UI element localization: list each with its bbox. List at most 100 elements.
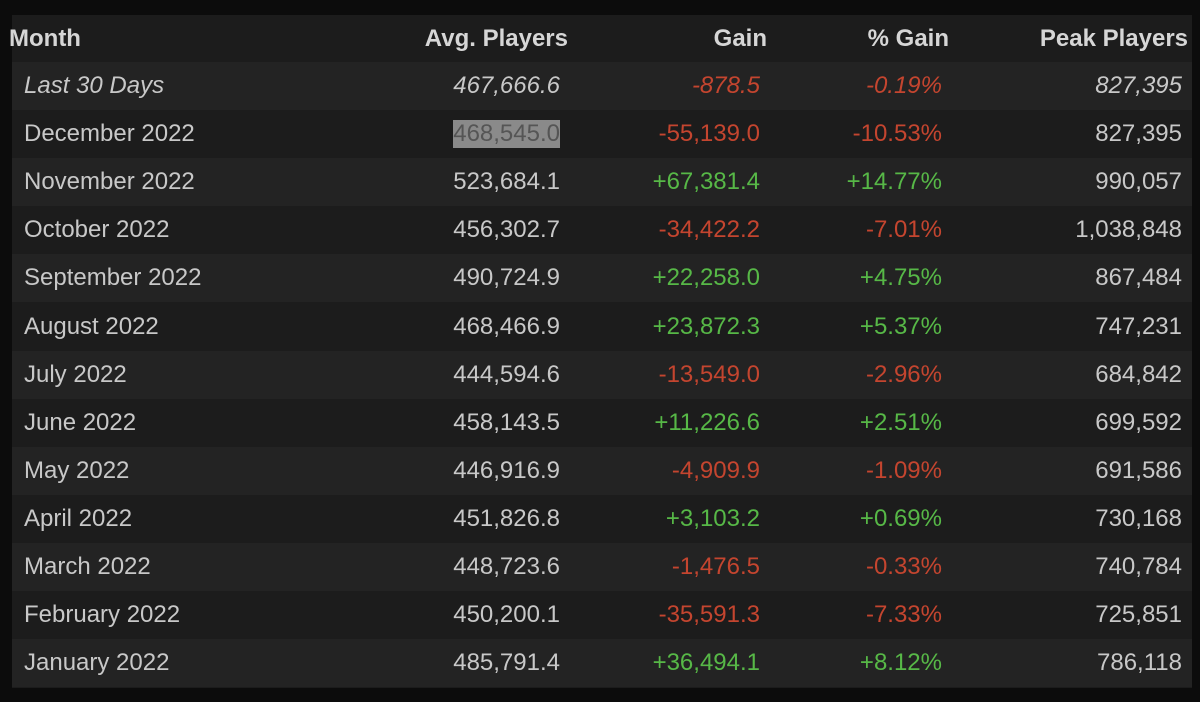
table-cell: May 2022 xyxy=(24,447,324,495)
cell-text: +2.51% xyxy=(859,408,942,436)
table-cell: +14.77% xyxy=(760,158,942,206)
table-cell: 786,118 xyxy=(942,639,1182,687)
table-cell: August 2022 xyxy=(24,303,324,351)
table-cell: -35,591.3 xyxy=(560,591,760,639)
table-cell: 699,592 xyxy=(942,399,1182,447)
cell-text: -1,476.5 xyxy=(671,553,760,581)
cell-text: 444,594.6 xyxy=(453,360,560,388)
cell-text: +22,258.0 xyxy=(652,264,760,292)
cell-text: June 2022 xyxy=(24,408,137,436)
column-header: Avg. Players xyxy=(424,24,568,52)
table-cell: +23,872.3 xyxy=(560,303,760,351)
cell-text: 867,484 xyxy=(1095,264,1182,292)
cell-text: -13,549.0 xyxy=(658,360,760,388)
cell-text: 827,395 xyxy=(1095,120,1182,148)
table-cell: +3,103.2 xyxy=(560,495,760,543)
table-cell: -878.5 xyxy=(560,62,760,110)
cell-text: 456,302.7 xyxy=(453,216,560,244)
table-cell: +8.12% xyxy=(760,639,942,687)
table-cell: 485,791.4 xyxy=(312,639,560,687)
table-cell: 990,057 xyxy=(942,158,1182,206)
cell-text: August 2022 xyxy=(24,312,159,340)
cell-text: +0.69% xyxy=(859,504,942,532)
column-header: Peak Players xyxy=(1039,24,1188,52)
table-cell: 730,168 xyxy=(942,495,1182,543)
table-cell: October 2022 xyxy=(24,206,324,254)
table-row: Last 30 Days 467,666.6 -878.5 -0.19% 827,395 xyxy=(12,62,1192,111)
table-cell: 444,594.6 xyxy=(312,351,560,399)
table-cell: February 2022 xyxy=(24,591,324,639)
header-row: Month Avg. Players Gain % Gain Peak Players xyxy=(9,15,1192,62)
cell-text: 451,826.8 xyxy=(453,504,560,532)
table-cell: Last 30 Days xyxy=(24,62,324,110)
cell-text: +14.77% xyxy=(846,168,942,196)
table-cell: 456,302.7 xyxy=(312,206,560,254)
table-cell: +67,381.4 xyxy=(560,158,760,206)
table-cell: -13,549.0 xyxy=(560,351,760,399)
table-row: May 2022 446,916.9 -4,909.9 -1.09% 691,586 xyxy=(12,446,1192,495)
table-row: November 2022 523,684.1 +67,381.4 +14.77% 99… xyxy=(12,158,1192,207)
table-cell: 458,143.5 xyxy=(312,399,560,447)
cell-text: -0.19% xyxy=(865,72,942,100)
table-cell: -0.19% xyxy=(760,62,942,110)
table-cell: -34,422.2 xyxy=(560,206,760,254)
player-table: Month Avg. Players Gain % Gain Peak Players L… xyxy=(9,15,1192,688)
cell-text: December 2022 xyxy=(24,120,195,148)
table-row: December 2022 468,545.0 -55,139.0 -10.53% 82… xyxy=(12,110,1192,158)
cell-text: 699,592 xyxy=(1095,408,1182,436)
cell-text: 747,231 xyxy=(1095,312,1182,340)
table-cell: -0.33% xyxy=(760,543,942,591)
cell-text: 730,168 xyxy=(1095,504,1182,532)
cell-text: +5.37% xyxy=(859,312,942,340)
table-row: August 2022 468,466.9 +23,872.3 +5.37% 747,2… xyxy=(12,303,1192,351)
cell-text: -10.53% xyxy=(852,120,942,148)
table-cell: -4,909.9 xyxy=(560,447,760,495)
table-cell: +36,494.1 xyxy=(560,639,760,687)
table-cell: +22,258.0 xyxy=(560,254,760,302)
table-cell: 450,200.1 xyxy=(312,591,560,639)
cell-text: -2.96% xyxy=(865,360,942,388)
cell-text: -0.33% xyxy=(865,553,942,581)
cell-text: +3,103.2 xyxy=(665,504,760,532)
cell-text: +11,226.6 xyxy=(654,408,760,436)
cell-text: -7.01% xyxy=(865,216,942,244)
cell-text: -4,909.9 xyxy=(671,456,760,484)
cell-text: 990,057 xyxy=(1095,168,1182,196)
cell-text: February 2022 xyxy=(24,601,181,629)
table-row: July 2022 444,594.6 -13,549.0 -2.96% 684,842 xyxy=(12,350,1192,399)
table-cell: November 2022 xyxy=(24,158,324,206)
table-cell: 467,666.6 xyxy=(312,62,560,110)
table-cell: 747,231 xyxy=(942,303,1182,351)
cell-text: 1,038,848 xyxy=(1075,216,1182,244)
table-cell: +11,226.6 xyxy=(560,399,760,447)
cell-text: -35,591.3 xyxy=(658,601,760,629)
table-cell: -10.53% xyxy=(760,110,942,158)
cell-text: March 2022 xyxy=(24,553,151,581)
cell-text: 468,545.0 xyxy=(453,120,560,149)
table-cell: -1,476.5 xyxy=(560,543,760,591)
cell-text: July 2022 xyxy=(24,360,127,388)
cell-text: October 2022 xyxy=(24,216,170,244)
cell-text: +36,494.1 xyxy=(652,649,760,677)
table-cell: January 2022 xyxy=(24,639,324,687)
cell-text: January 2022 xyxy=(24,649,170,677)
table-cell: December 2022 xyxy=(24,110,324,158)
cell-text: 467,666.6 xyxy=(453,72,560,100)
table-cell: +4.75% xyxy=(760,254,942,302)
cell-text: 446,916.9 xyxy=(453,456,560,484)
table-row: February 2022 450,200.1 -35,591.3 -7.33% 725… xyxy=(12,591,1192,639)
table-cell: March 2022 xyxy=(24,543,324,591)
table-cell: 523,684.1 xyxy=(312,158,560,206)
table-cell: 451,826.8 xyxy=(312,495,560,543)
column-header: Month xyxy=(9,24,81,52)
cell-text: 725,851 xyxy=(1095,601,1182,629)
table-cell: 468,466.9 xyxy=(312,303,560,351)
table-cell: 468,545.0 xyxy=(312,110,560,158)
table-cell: 490,724.9 xyxy=(312,254,560,302)
table-cell: +2.51% xyxy=(760,399,942,447)
cell-text: -7.33% xyxy=(865,601,942,629)
table-row: April 2022 451,826.8 +3,103.2 +0.69% 730,168 xyxy=(12,495,1192,543)
table-cell: +0.69% xyxy=(760,495,942,543)
table-cell: -1.09% xyxy=(760,447,942,495)
